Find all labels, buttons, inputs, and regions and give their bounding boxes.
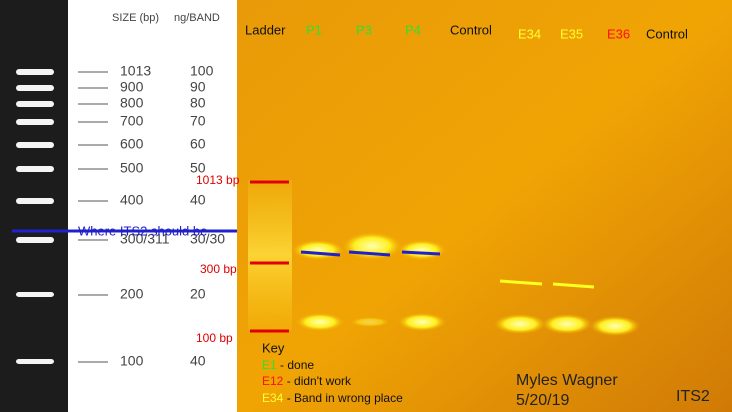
size-label: 300/311 bbox=[120, 231, 170, 247]
lane-label: E36 bbox=[607, 26, 630, 41]
ladder-band bbox=[16, 85, 54, 91]
lane-label: Control bbox=[646, 26, 688, 41]
lane-label: Ladder bbox=[245, 22, 286, 37]
lane-label: Control bbox=[450, 22, 492, 37]
ng-label: 100 bbox=[190, 63, 214, 79]
key-item: E1 - done bbox=[262, 358, 314, 372]
annotation: Where ITS2 should be bbox=[78, 223, 207, 238]
marker-label: 1013 bp bbox=[196, 173, 240, 187]
size-label: 1013 bbox=[120, 63, 151, 79]
ladder-band bbox=[16, 101, 54, 107]
ng-label: 60 bbox=[190, 136, 206, 152]
size-label: 800 bbox=[120, 95, 144, 111]
size-label: 400 bbox=[120, 192, 144, 208]
ng-label: 90 bbox=[190, 79, 206, 95]
date: 5/20/19 bbox=[516, 392, 569, 409]
author: Myles Wagner bbox=[516, 372, 618, 389]
gel-label: ITS2 bbox=[676, 388, 710, 405]
ladder-band bbox=[16, 142, 54, 148]
ng-label: 30/30 bbox=[190, 231, 225, 247]
marker-lines bbox=[12, 180, 595, 333]
reference-ladder bbox=[0, 0, 68, 412]
size-label: 100 bbox=[120, 353, 144, 369]
ladder-band bbox=[16, 359, 54, 364]
gel-image bbox=[237, 0, 732, 412]
size-label: 200 bbox=[120, 286, 144, 302]
ladder-band bbox=[16, 237, 54, 243]
ladder-smear bbox=[248, 180, 292, 330]
marker-label: 300 bp bbox=[200, 262, 237, 276]
key-item: E34 - Band in wrong place bbox=[262, 391, 403, 405]
header: ng/BAND bbox=[174, 12, 220, 24]
ladder-band bbox=[16, 292, 54, 297]
ng-label: 40 bbox=[190, 192, 206, 208]
ng-label: 80 bbox=[190, 95, 206, 111]
size-label: 700 bbox=[120, 113, 144, 129]
ladder-band bbox=[16, 69, 54, 75]
lane-label: P4 bbox=[405, 22, 421, 37]
size-label: 600 bbox=[120, 136, 144, 152]
ladder-band bbox=[16, 166, 54, 172]
size-label: 900 bbox=[120, 79, 144, 95]
ng-label: 20 bbox=[190, 286, 206, 302]
lane-label: P3 bbox=[356, 22, 372, 37]
header: SIZE (bp) bbox=[112, 12, 159, 24]
ng-label: 50 bbox=[190, 160, 206, 176]
lane-label: E34 bbox=[518, 26, 541, 41]
size-label: 500 bbox=[120, 160, 144, 176]
marker-label: 100 bp bbox=[196, 331, 233, 345]
key-title: Key bbox=[262, 340, 285, 355]
ng-label: 40 bbox=[190, 353, 206, 369]
ladder-band bbox=[16, 198, 54, 204]
ladder-band bbox=[16, 119, 54, 125]
key-item: E12 - didn't work bbox=[262, 374, 352, 388]
lane-label: P1 bbox=[306, 22, 322, 37]
lane-label: E35 bbox=[560, 26, 583, 41]
ng-label: 70 bbox=[190, 113, 206, 129]
